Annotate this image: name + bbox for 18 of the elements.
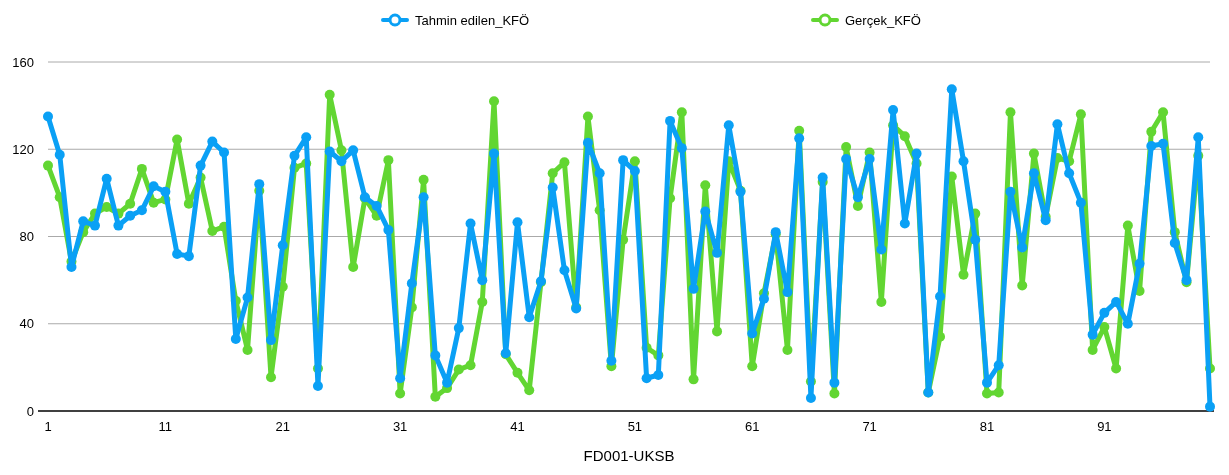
legend-label: Tahmin edilen_KFÖ [415,12,530,28]
y-tick-label: 40 [19,316,34,332]
x-tick-label: 81 [979,419,995,434]
y-tick-label: 0 [26,403,34,419]
x-tick-label: 71 [862,419,877,434]
x-tick-label: 31 [392,419,408,434]
x-tick-label: 11 [158,419,173,434]
x-tick-label: 51 [627,419,643,434]
x-tick-label: 91 [1097,419,1112,434]
y-tick-label: 160 [12,54,34,70]
x-tick-label: 1 [44,419,52,434]
x-tick-label: 41 [510,419,525,434]
y-tick-label: 120 [12,141,34,157]
legend-label: Gerçek_KFÖ [845,12,921,28]
y-tick-label: 80 [19,229,34,245]
x-tick-label: 61 [745,419,760,434]
x-tick-label: 21 [275,419,290,434]
x-axis-title: FD001-UKSB [583,447,675,464]
